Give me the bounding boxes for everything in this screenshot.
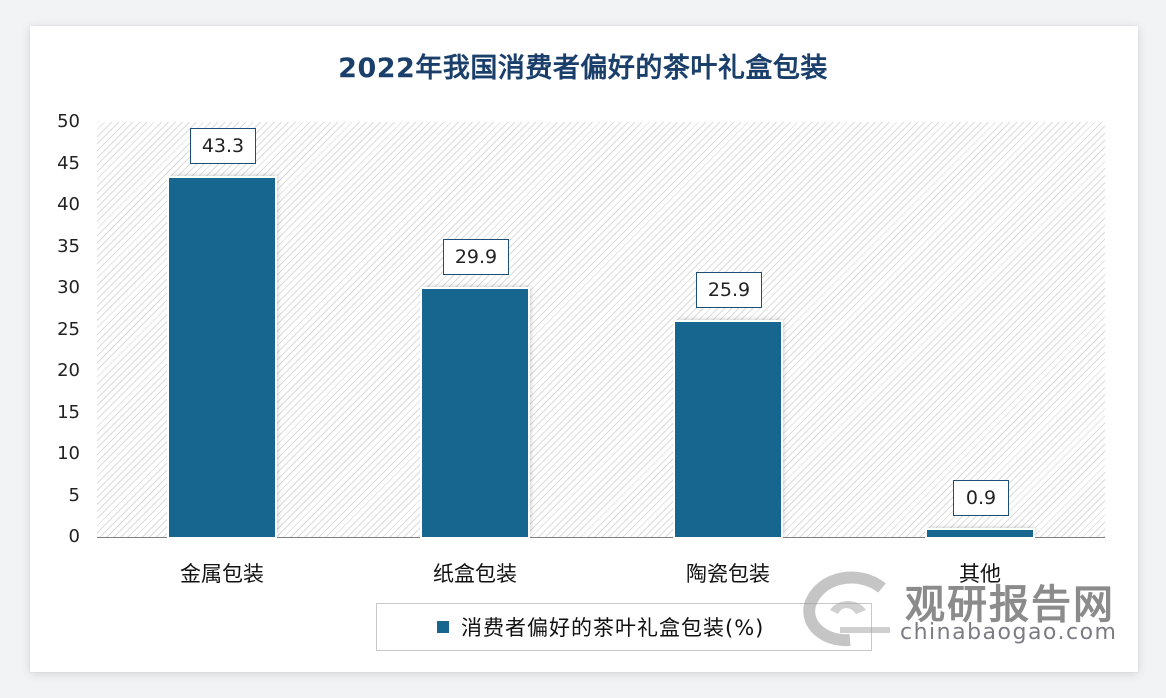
bar	[675, 322, 781, 537]
bar	[422, 288, 528, 537]
watermark: 观研报告网 chinabaogao.com	[800, 570, 1130, 650]
chart-title: 2022年我国消费者偏好的茶叶礼盒包装	[338, 53, 828, 84]
y-tick-label: 15	[57, 401, 80, 423]
data-label: 43.3	[190, 127, 256, 164]
x-tick-label: 陶瓷包装	[686, 562, 770, 586]
x-tick-label: 纸盒包装	[433, 562, 517, 586]
bar	[169, 177, 275, 537]
bar	[927, 529, 1033, 537]
watermark-name: 观研报告网	[905, 582, 1115, 628]
x-tick-label: 金属包装	[180, 562, 264, 586]
y-tick-label: 5	[68, 484, 80, 506]
y-tick-label: 50	[57, 111, 80, 132]
y-tick-label: 40	[57, 194, 80, 215]
data-label: 0.9	[953, 479, 1009, 516]
watermark-url: chinabaogao.com	[900, 620, 1118, 645]
legend-swatch	[437, 621, 449, 633]
data-label: 29.9	[443, 238, 509, 275]
x-axis-line	[97, 537, 1105, 538]
y-tick-label: 0	[68, 526, 80, 547]
data-label: 25.9	[696, 272, 762, 309]
y-tick-label: 30	[57, 277, 80, 298]
y-tick-label: 45	[57, 152, 80, 174]
x-tick-label: 其他	[959, 562, 1001, 586]
y-tick-label: 35	[57, 235, 80, 257]
y-tick-label: 25	[57, 318, 80, 340]
legend: 消费者偏好的茶叶礼盒包装(%)	[376, 603, 872, 651]
legend-label: 消费者偏好的茶叶礼盒包装(%)	[461, 616, 765, 640]
y-tick-label: 10	[57, 443, 80, 464]
watermark-logo-icon	[803, 571, 890, 647]
y-tick-label: 20	[57, 360, 80, 381]
